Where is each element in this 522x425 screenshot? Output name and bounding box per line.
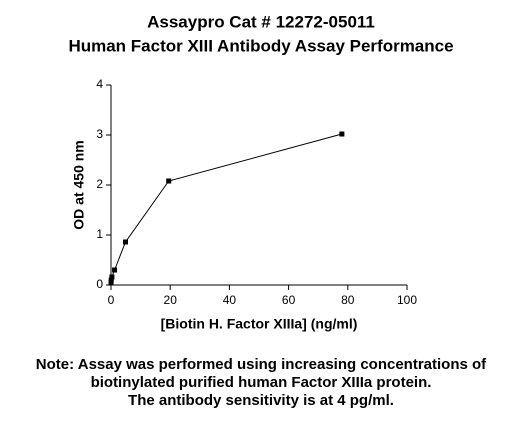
- x-tick-label: 100: [397, 293, 417, 307]
- data-point: [108, 277, 114, 283]
- x-tick-label: 80: [341, 293, 355, 307]
- y-tick-label: 3: [96, 127, 103, 141]
- data-line: [110, 133, 343, 283]
- data-point: [166, 178, 172, 184]
- x-tick-label: 0: [108, 293, 115, 307]
- data-point: [339, 131, 345, 137]
- data-point: [112, 267, 118, 273]
- chart-title: Assaypro Cat # 12272-05011: [147, 12, 375, 31]
- x-tick-label: 60: [282, 293, 296, 307]
- x-axis-title: [Biotin H. Factor XIIIa] (ng/ml): [161, 316, 358, 332]
- y-tick-label: 1: [96, 227, 103, 241]
- x-tick-label: 40: [223, 293, 237, 307]
- x-tick-label: 20: [164, 293, 178, 307]
- note-line: The antibody sensitivity is at 4 pg/ml.: [128, 392, 394, 409]
- y-tick-label: 4: [96, 77, 103, 91]
- data-point: [123, 239, 129, 245]
- y-tick-label: 2: [96, 177, 103, 191]
- y-axis-title: OD at 450 nm: [71, 140, 87, 229]
- data-point: [109, 274, 115, 280]
- note-line: Note: Assay was performed using increasi…: [36, 356, 487, 373]
- chart-subtitle: Human Factor XIII Antibody Assay Perform…: [68, 36, 453, 55]
- y-tick-label: 0: [96, 277, 103, 291]
- note-line: biotinylated purified human Factor XIIIa…: [91, 374, 432, 391]
